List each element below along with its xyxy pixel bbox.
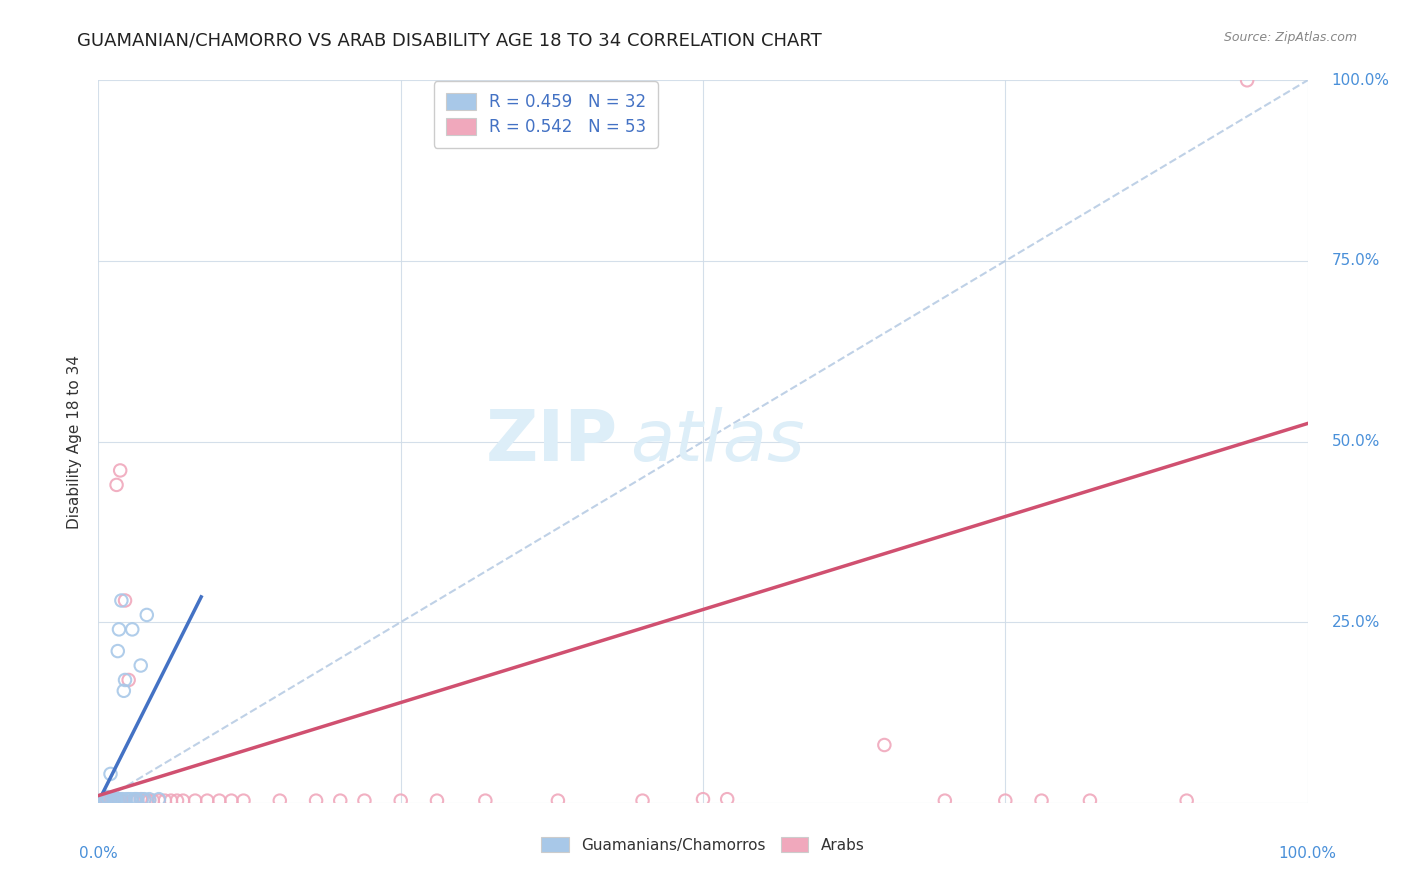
Legend: Guamanians/Chamorros, Arabs: Guamanians/Chamorros, Arabs — [534, 829, 872, 860]
Point — [547, 794, 569, 808]
Text: 100.0%: 100.0% — [1278, 847, 1337, 861]
Point — [127, 794, 149, 808]
Point — [97, 794, 120, 808]
Point — [129, 792, 152, 806]
Point — [166, 794, 188, 808]
Text: 75.0%: 75.0% — [1331, 253, 1381, 268]
Point — [142, 794, 165, 808]
Point — [195, 794, 218, 808]
Point — [184, 794, 207, 808]
Point — [389, 794, 412, 808]
Point — [269, 794, 291, 808]
Point — [112, 683, 135, 698]
Point — [121, 794, 143, 808]
Point — [118, 792, 141, 806]
Point — [110, 593, 132, 607]
Point — [1175, 794, 1198, 808]
Point — [105, 792, 128, 806]
Text: 100.0%: 100.0% — [1331, 73, 1389, 87]
Point — [100, 767, 122, 781]
Point — [97, 791, 120, 805]
Point — [138, 794, 160, 808]
Point — [232, 794, 254, 808]
Text: GUAMANIAN/CHAMORRO VS ARAB DISABILITY AGE 18 TO 34 CORRELATION CHART: GUAMANIAN/CHAMORRO VS ARAB DISABILITY AG… — [77, 31, 823, 49]
Point — [148, 794, 170, 808]
Text: Source: ZipAtlas.com: Source: ZipAtlas.com — [1223, 31, 1357, 45]
Point — [108, 623, 131, 637]
Point — [111, 794, 134, 808]
Point — [353, 794, 375, 808]
Point — [172, 794, 194, 808]
Point — [107, 794, 129, 808]
Point — [127, 792, 149, 806]
Point — [134, 792, 156, 806]
Point — [108, 794, 131, 808]
Point — [118, 673, 141, 687]
Point — [124, 794, 146, 808]
Point — [108, 792, 131, 806]
Point — [631, 794, 654, 808]
Point — [129, 658, 152, 673]
Point — [114, 673, 136, 687]
Point — [101, 794, 124, 808]
Point — [100, 794, 122, 808]
Point — [160, 794, 183, 808]
Point — [138, 792, 160, 806]
Point — [104, 792, 127, 806]
Point — [108, 463, 131, 477]
Point — [103, 791, 125, 805]
Point — [101, 790, 124, 805]
Point — [208, 794, 231, 808]
Point — [135, 607, 157, 622]
Point — [111, 792, 134, 806]
Point — [125, 792, 148, 806]
Point — [93, 792, 115, 806]
Point — [148, 792, 170, 806]
Point — [474, 794, 496, 808]
Point — [1031, 794, 1053, 808]
Y-axis label: Disability Age 18 to 34: Disability Age 18 to 34 — [67, 354, 83, 529]
Point — [110, 794, 132, 808]
Point — [692, 792, 714, 806]
Point — [94, 792, 117, 806]
Point — [305, 794, 328, 808]
Point — [1236, 73, 1258, 87]
Point — [115, 792, 138, 806]
Text: atlas: atlas — [630, 407, 806, 476]
Point — [134, 794, 156, 808]
Text: 25.0%: 25.0% — [1331, 615, 1381, 630]
Point — [135, 794, 157, 808]
Point — [91, 794, 114, 808]
Point — [329, 794, 352, 808]
Point — [107, 644, 129, 658]
Point — [120, 792, 142, 806]
Point — [96, 793, 118, 807]
Point — [114, 593, 136, 607]
Point — [934, 794, 956, 808]
Point — [994, 794, 1017, 808]
Point — [121, 623, 143, 637]
Point — [98, 792, 121, 806]
Point — [221, 794, 243, 808]
Point — [96, 790, 118, 805]
Point — [153, 794, 176, 808]
Text: ZIP: ZIP — [486, 407, 619, 476]
Point — [100, 794, 122, 808]
Point — [716, 792, 738, 806]
Point — [94, 794, 117, 808]
Point — [131, 792, 153, 806]
Point — [426, 794, 449, 808]
Point — [103, 793, 125, 807]
Text: 0.0%: 0.0% — [79, 847, 118, 861]
Point — [100, 792, 122, 806]
Text: 50.0%: 50.0% — [1331, 434, 1381, 449]
Point — [93, 792, 115, 806]
Point — [1078, 794, 1101, 808]
Point — [873, 738, 896, 752]
Point — [124, 792, 146, 806]
Point — [105, 478, 128, 492]
Point — [93, 792, 115, 806]
